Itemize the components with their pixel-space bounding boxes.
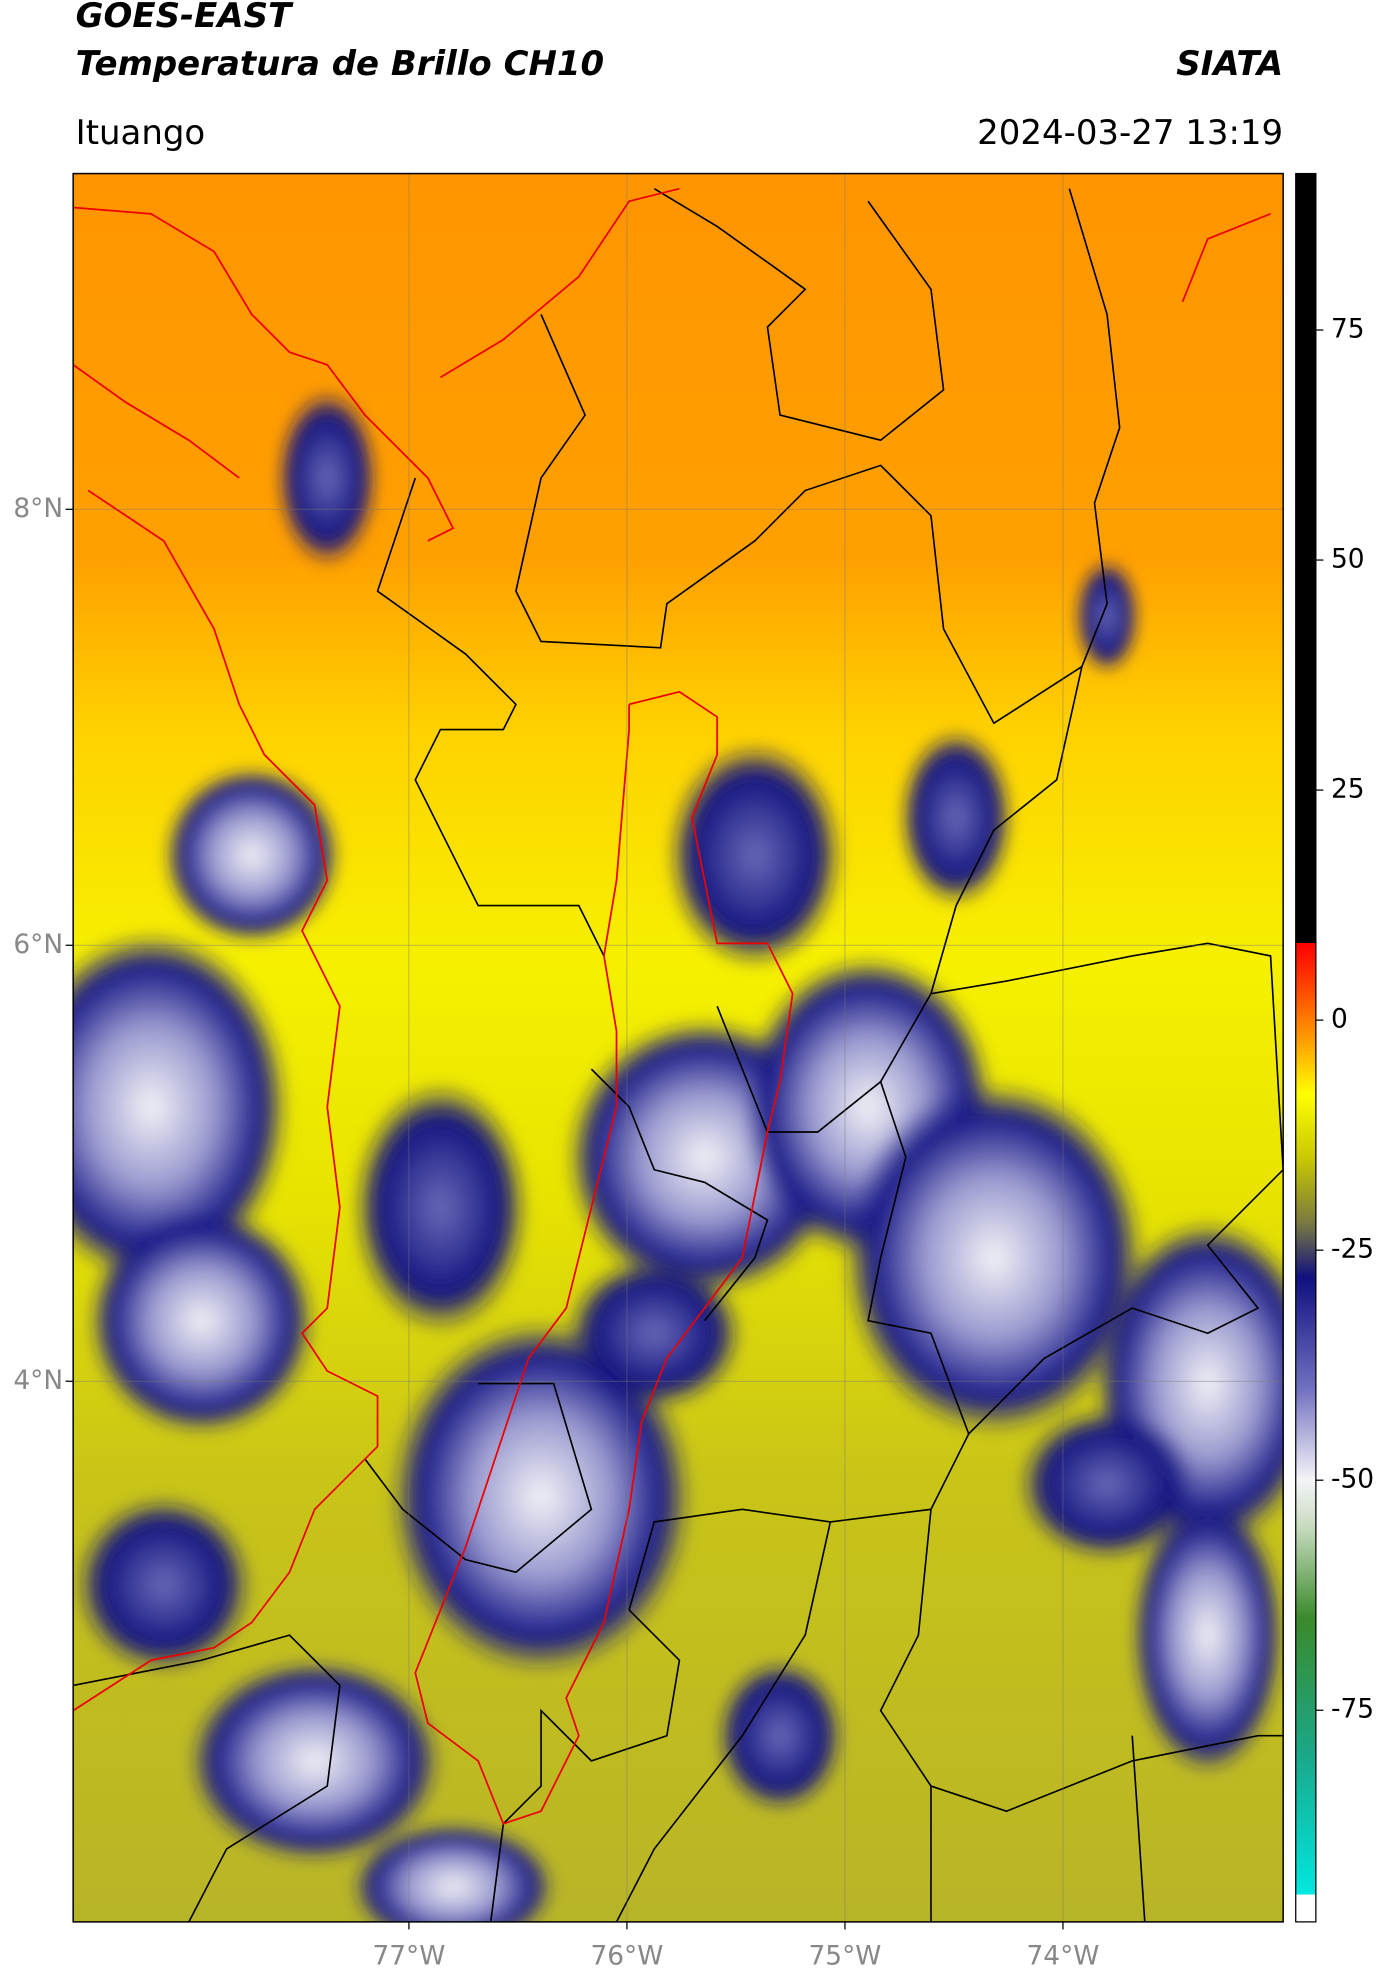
colorbar-tick-label: -75 [1331,1694,1374,1725]
axes: 77°W 76°W 75°W 74°W 8°N 6°N 4°N [13,493,1099,1972]
x-tick-label: 77°W [372,1941,445,1972]
colorbar-tick-label: 75 [1331,314,1365,345]
colorbar: 75 50 25 0 -25 -50 -75 [1295,172,1374,1923]
colorbar-frame [1295,172,1317,1923]
y-tick-label: 4°N [13,1365,63,1396]
subtitle: Temperatura de Brillo CH10 [76,44,604,84]
y-tick-label: 8°N [13,493,63,524]
x-tick-label: 74°W [1026,1941,1099,1972]
colorbar-tick-label: -50 [1331,1464,1374,1495]
source: SIATA [1176,44,1283,84]
colorbar-tick-label: -25 [1331,1234,1374,1265]
title: GOES-EAST [76,0,294,36]
colorbar-tick-label: 25 [1331,774,1365,805]
grid [73,173,1284,1922]
datetime: 2024-03-27 13:19 [977,113,1283,153]
colorbar-tick-label: 50 [1331,544,1365,575]
x-tick-label: 76°W [590,1941,663,1972]
location: Ituango [76,113,206,153]
y-tick-label: 6°N [13,929,63,960]
map-frame [72,172,1284,1923]
colorbar-tick-label: 0 [1331,1004,1348,1035]
colorbar-fill [1295,173,1316,1922]
satellite-image [73,173,1284,1922]
x-tick-label: 75°W [808,1941,881,1972]
